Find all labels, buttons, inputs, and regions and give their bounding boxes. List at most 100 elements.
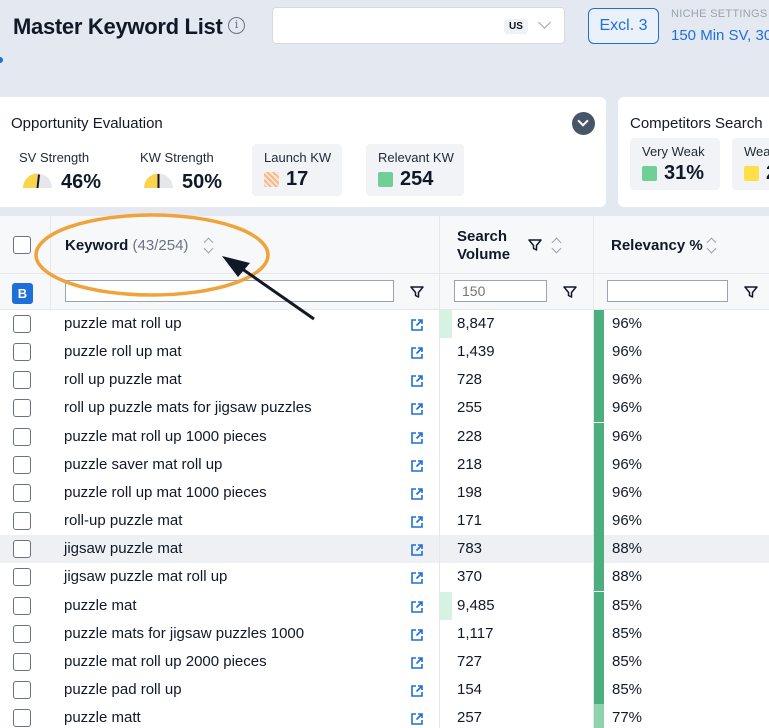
table-row[interactable]: jigsaw puzzle mat 783 88%	[0, 535, 769, 564]
external-link-icon[interactable]	[410, 318, 424, 332]
table-row[interactable]: puzzle mats for jigsaw puzzles 1000 1,117…	[0, 619, 769, 648]
row-checkbox[interactable]	[13, 652, 31, 671]
external-link-icon[interactable]	[410, 374, 424, 388]
row-checkbox[interactable]	[13, 455, 31, 474]
relevant-kw-tile[interactable]: Relevant KW 254	[366, 144, 464, 196]
row-checkbox[interactable]	[13, 596, 31, 615]
external-link-icon[interactable]	[410, 487, 424, 501]
keyword-cell: puzzle mats for jigsaw puzzles 1000	[64, 624, 305, 642]
table-row[interactable]: puzzle matt 257 77%	[0, 704, 769, 728]
column-divider	[593, 216, 594, 728]
filter-icon[interactable]	[744, 285, 758, 299]
table-row[interactable]: puzzle roll up mat 1000 pieces 198 96%	[0, 478, 769, 507]
search-volume-column-header[interactable]: Search Volume	[457, 228, 510, 264]
table-row[interactable]: puzzle mat roll up 2000 pieces 727 85%	[0, 647, 769, 676]
very-weak-tile[interactable]: Very Weak 31%	[630, 138, 720, 190]
row-checkbox[interactable]	[13, 315, 31, 333]
row-checkbox[interactable]	[13, 371, 31, 390]
table-row[interactable]: puzzle mat roll up 8,847 96%	[0, 310, 769, 338]
keyword-cell: puzzle saver mat roll up	[64, 455, 223, 473]
filter-icon[interactable]	[563, 285, 577, 299]
table-row[interactable]: puzzle roll up mat 1,439 96%	[0, 338, 769, 367]
keyword-cell: puzzle roll up mat 1000 pieces	[64, 483, 267, 501]
external-link-icon[interactable]	[410, 571, 424, 585]
search-volume-cell: 727	[457, 652, 483, 670]
external-link-icon[interactable]	[410, 402, 424, 416]
relevancy-cell: 85%	[612, 652, 643, 670]
collapse-button[interactable]	[572, 112, 595, 135]
relevancy-cell: 88%	[612, 568, 643, 586]
external-link-icon[interactable]	[410, 628, 424, 642]
exclude-button[interactable]: Excl. 3	[588, 8, 659, 44]
keyword-column-header[interactable]: Keyword (43/254)	[65, 237, 188, 254]
keyword-cell: puzzle mat roll up 2000 pieces	[64, 652, 267, 670]
external-link-icon[interactable]	[410, 346, 424, 360]
keyword-filter-input[interactable]	[65, 280, 394, 302]
sv-strength-label: SV Strength	[19, 150, 90, 165]
keyword-cell: puzzle mat roll up 1000 pieces	[64, 427, 267, 445]
info-icon[interactable]: i	[228, 17, 245, 34]
sort-icon[interactable]	[706, 236, 716, 254]
marketplace-select[interactable]: US	[272, 7, 565, 44]
table-row[interactable]: puzzle saver mat roll up 218 96%	[0, 450, 769, 479]
row-checkbox[interactable]	[13, 399, 31, 418]
select-all-checkbox[interactable]	[13, 236, 31, 254]
chevron-down-icon	[538, 16, 551, 29]
relevancy-column-header[interactable]: Relevancy %	[611, 237, 703, 254]
bulk-select-badge[interactable]: B	[12, 283, 33, 304]
search-volume-cell: 171	[457, 512, 483, 530]
sort-icon[interactable]	[203, 236, 213, 254]
keyword-cell: puzzle matt	[64, 709, 141, 727]
row-checkbox[interactable]	[13, 680, 31, 699]
table-row[interactable]: jigsaw puzzle mat roll up 370 88%	[0, 563, 769, 592]
search-volume-filter-input[interactable]	[454, 280, 547, 302]
external-link-icon[interactable]	[410, 684, 424, 698]
relevancy-cell: 96%	[612, 343, 643, 361]
row-checkbox[interactable]	[13, 540, 31, 559]
relevancy-cell: 88%	[612, 540, 643, 558]
keyword-cell: roll up puzzle mat	[64, 371, 182, 389]
table-row[interactable]: roll up puzzle mat 728 96%	[0, 366, 769, 395]
relevancy-bar	[594, 450, 604, 479]
external-link-icon[interactable]	[410, 515, 424, 529]
sort-icon[interactable]	[551, 236, 561, 254]
indicator-dot	[0, 57, 3, 63]
table-row[interactable]: roll-up puzzle mat 171 96%	[0, 507, 769, 536]
relevancy-cell: 85%	[612, 596, 643, 614]
row-checkbox[interactable]	[13, 709, 31, 728]
weak-tile[interactable]: Weak 2	[732, 138, 769, 190]
search-volume-cell: 228	[457, 427, 483, 445]
filter-icon[interactable]	[410, 285, 424, 299]
search-volume-bar	[440, 310, 452, 338]
row-checkbox[interactable]	[13, 624, 31, 643]
row-checkbox[interactable]	[13, 427, 31, 446]
table-row[interactable]: roll up puzzle mats for jigsaw puzzles 25…	[0, 394, 769, 423]
keyword-cell: puzzle roll up mat	[64, 343, 182, 361]
relevancy-cell: 85%	[612, 624, 643, 642]
niche-settings-link[interactable]: 150 Min SV, 30	[671, 27, 769, 44]
row-checkbox[interactable]	[13, 512, 31, 531]
row-checkbox[interactable]	[13, 343, 31, 362]
row-checkbox[interactable]	[13, 483, 31, 502]
table-row[interactable]: puzzle mat roll up 1000 pieces 228 96%	[0, 422, 769, 451]
row-checkbox[interactable]	[13, 568, 31, 587]
external-link-icon[interactable]	[410, 600, 424, 614]
external-link-icon[interactable]	[410, 712, 424, 726]
filter-icon[interactable]	[528, 238, 542, 252]
search-volume-cell: 154	[457, 680, 483, 698]
relevancy-bar	[594, 310, 604, 338]
external-link-icon[interactable]	[410, 543, 424, 557]
relevancy-bar	[594, 338, 604, 367]
external-link-icon[interactable]	[410, 656, 424, 670]
relevancy-filter-input[interactable]	[607, 280, 728, 302]
table-row[interactable]: puzzle mat 9,485 85%	[0, 591, 769, 620]
external-link-icon[interactable]	[410, 431, 424, 445]
keyword-count: (43/254)	[132, 237, 189, 254]
launch-kw-tile[interactable]: Launch KW 17	[252, 144, 342, 196]
table-row[interactable]: puzzle pad roll up 154 85%	[0, 675, 769, 704]
external-link-icon[interactable]	[410, 459, 424, 473]
search-volume-header-line1: Search	[457, 228, 508, 245]
keyword-cell: jigsaw puzzle mat roll up	[64, 568, 228, 586]
very-weak-label: Very Weak	[642, 144, 705, 159]
search-volume-cell: 1,439	[457, 343, 495, 361]
